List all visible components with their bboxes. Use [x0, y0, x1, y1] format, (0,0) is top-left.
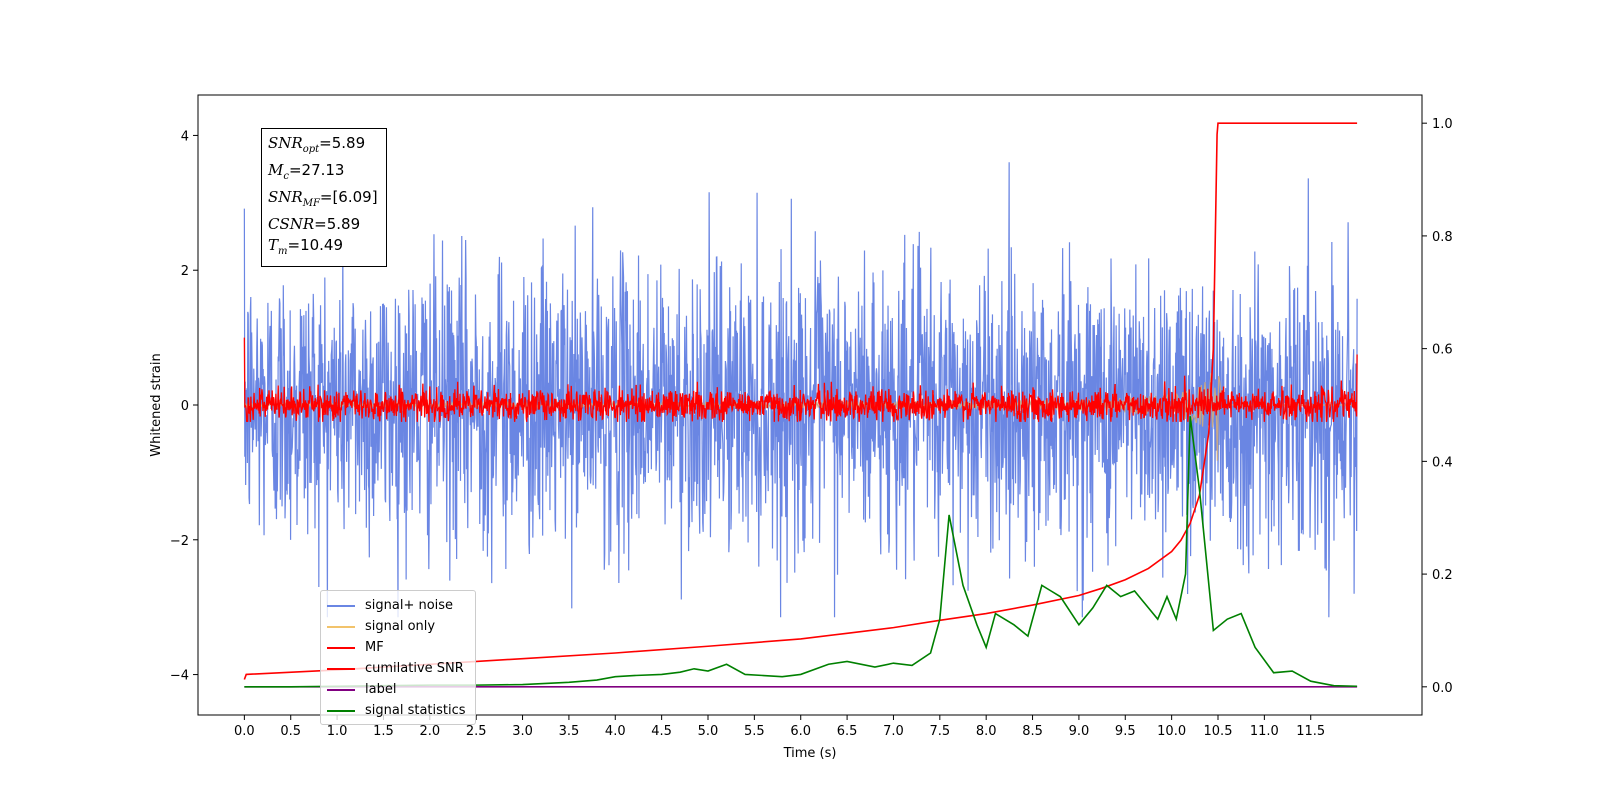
legend-swatch: [327, 688, 355, 691]
series-mf: [243, 337, 1358, 423]
legend-label: cumilative SNR: [365, 661, 464, 676]
legend-label: signal statistics: [365, 703, 466, 718]
x-tick-label: 9.5: [1115, 724, 1136, 739]
x-tick-label: 6.5: [837, 724, 858, 739]
legend-label: label: [365, 682, 397, 697]
y-right-tick-label: 0.8: [1432, 230, 1453, 245]
series-cumulative-snr: [243, 122, 1358, 680]
y-left-tick-label: 0: [181, 399, 189, 414]
annotation-tm: Tm=10.49: [268, 236, 344, 257]
y-left-tick-label: 2: [181, 264, 189, 279]
annotation-snr-mf: SNRMF=[6.09]: [268, 188, 378, 209]
legend-item: signal only: [327, 616, 469, 637]
x-tick-label: 10.0: [1157, 724, 1186, 739]
legend-swatch: [327, 709, 355, 712]
x-tick-label: 3.5: [559, 724, 580, 739]
x-tick-label: 4.0: [605, 724, 626, 739]
y-right-tick-label: 1.0: [1432, 117, 1453, 132]
x-tick-label: 6.0: [790, 724, 811, 739]
x-tick-label: 9.0: [1069, 724, 1090, 739]
y-right-tick-label: 0.6: [1432, 343, 1453, 358]
legend-label: MF: [365, 640, 384, 655]
legend-item: MF: [327, 637, 469, 658]
x-tick-label: 10.5: [1204, 724, 1233, 739]
x-tick-label: 3.0: [512, 724, 533, 739]
y-right-tick-label: 0.0: [1432, 681, 1453, 696]
y-left-tick-label: −2: [170, 534, 189, 549]
legend-label: signal+ noise: [365, 598, 454, 613]
annotation-snr-opt: SNRopt=5.89: [268, 134, 366, 155]
x-axis-label: Time (s): [783, 746, 837, 761]
y-right-tick-label: 0.4: [1432, 455, 1453, 470]
legend-swatch: [327, 625, 355, 628]
legend-swatch: [327, 667, 355, 670]
x-tick-label: 5.0: [698, 724, 719, 739]
x-tick-label: 2.0: [419, 724, 440, 739]
x-tick-label: 11.5: [1296, 724, 1325, 739]
legend-item: cumilative SNR: [327, 658, 469, 679]
x-tick-label: 0.5: [280, 724, 301, 739]
x-tick-label: 5.5: [744, 724, 765, 739]
x-tick-label: 7.0: [883, 724, 904, 739]
y-axis-label-left: Whitened strain: [149, 353, 164, 456]
legend: signal+ noise signal only MF cumilative …: [320, 590, 476, 725]
x-tick-label: 7.5: [929, 724, 950, 739]
annotation-csnr: CSNR=5.89: [268, 215, 361, 233]
annotation-mc: Mc=27.13: [268, 161, 345, 182]
y-right-tick-label: 0.2: [1432, 568, 1453, 583]
y-left-tick-label: −4: [170, 669, 189, 684]
legend-item: signal+ noise: [327, 595, 469, 616]
x-tick-label: 2.5: [466, 724, 487, 739]
x-tick-label: 0.0: [234, 724, 255, 739]
x-tick-label: 1.5: [373, 724, 394, 739]
legend-label: signal only: [365, 619, 436, 634]
x-tick-label: 1.0: [327, 724, 348, 739]
legend-item: signal statistics: [327, 700, 469, 721]
x-tick-label: 11.0: [1250, 724, 1279, 739]
legend-item: label: [327, 679, 469, 700]
y-left-tick-label: 4: [181, 129, 189, 144]
x-tick-label: 8.5: [1022, 724, 1043, 739]
series-signal-statistics: [244, 416, 1358, 688]
legend-swatch: [327, 604, 355, 607]
legend-swatch: [327, 646, 355, 649]
x-tick-label: 8.0: [976, 724, 997, 739]
series-signal-noise: [243, 162, 1358, 618]
x-tick-label: 4.5: [651, 724, 672, 739]
stats-annotation-box: SNRopt=5.89 Mc=27.13 SNRMF=[6.09] CSNR=5…: [261, 128, 387, 267]
